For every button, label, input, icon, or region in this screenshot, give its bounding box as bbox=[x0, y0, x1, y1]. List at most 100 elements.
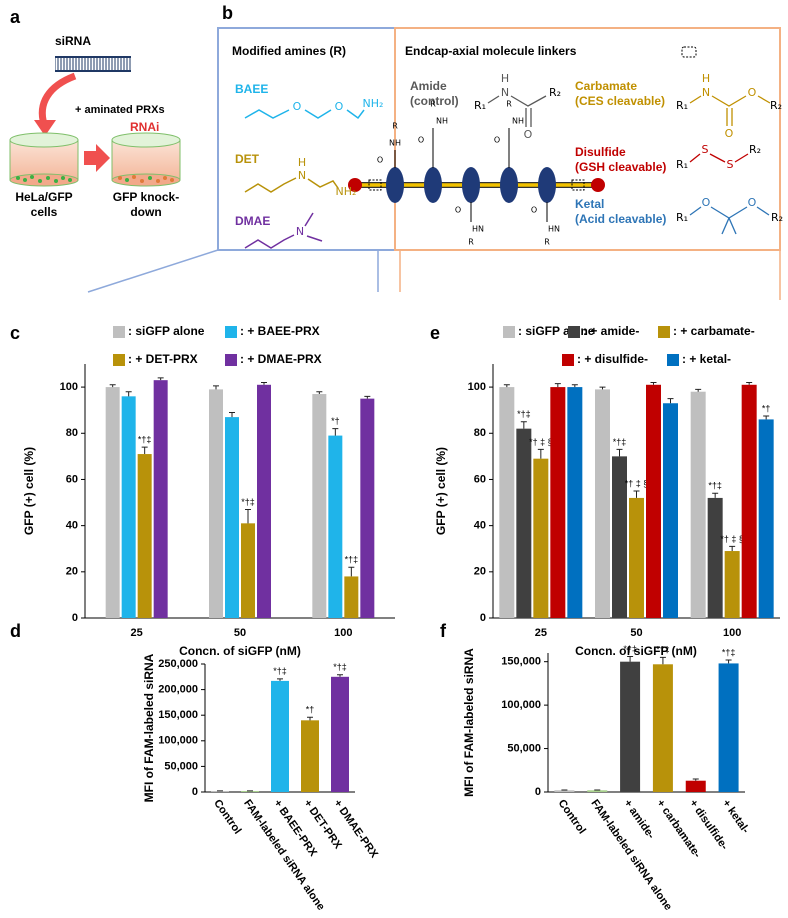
y-tick-label: 100 bbox=[468, 381, 486, 393]
legend-label: : + BAEE-PRX bbox=[240, 324, 320, 338]
x-tick-label: 100 bbox=[334, 627, 352, 639]
error-bar bbox=[125, 391, 132, 397]
bond bbox=[304, 212, 314, 227]
panel-a: a siRNA + aminated PRXs RNAi HeLa/GFP ce… bbox=[9, 7, 181, 219]
linker-box bbox=[394, 27, 781, 251]
bond bbox=[728, 217, 737, 235]
atom: O bbox=[377, 156, 383, 165]
legend-label: : siGFP alone bbox=[128, 324, 205, 338]
error-bar bbox=[763, 415, 770, 420]
x-tick-label: 25 bbox=[131, 627, 143, 639]
atom: R₁ bbox=[676, 158, 688, 171]
significance: *† bbox=[762, 403, 771, 413]
atom: O bbox=[702, 196, 711, 209]
bar bbox=[499, 387, 515, 618]
atom: NH bbox=[512, 117, 524, 126]
y-axis-label: MFI of FAM-labeled siRNA bbox=[462, 648, 476, 797]
linker-note: (Acid cleavable) bbox=[575, 212, 666, 226]
amine-name: BAEE bbox=[235, 82, 268, 96]
x-axis-label: Concn. of siGFP (nM) bbox=[179, 644, 301, 658]
significance: *†‡ bbox=[517, 409, 531, 419]
bar bbox=[360, 398, 375, 618]
significance: *†‡ bbox=[273, 666, 287, 676]
atom: N bbox=[501, 86, 509, 99]
significance: *†‡ bbox=[613, 437, 627, 447]
linker-name: Ketal bbox=[575, 197, 604, 211]
panel-label: e bbox=[430, 323, 440, 343]
bar bbox=[724, 551, 740, 618]
bond bbox=[709, 153, 726, 163]
error-bar bbox=[627, 655, 634, 662]
panel-label: c bbox=[10, 323, 20, 343]
error-bar bbox=[725, 659, 732, 664]
error-bar bbox=[667, 398, 674, 404]
bond bbox=[306, 235, 323, 242]
atom: O bbox=[524, 128, 533, 141]
bar bbox=[690, 391, 706, 618]
linker-note: (GSH cleavable) bbox=[575, 160, 666, 174]
atom: R bbox=[544, 238, 550, 247]
bond bbox=[510, 95, 547, 107]
amines-title: Modified amines (R) bbox=[232, 44, 346, 58]
dish bbox=[9, 132, 79, 148]
legend-swatch bbox=[113, 354, 125, 366]
dish bbox=[111, 173, 181, 187]
significance: *†‡ bbox=[623, 644, 637, 654]
y-tick-label: 150,000 bbox=[158, 709, 198, 721]
atom: H bbox=[702, 72, 710, 85]
y-axis-label: GFP (+) cell (%) bbox=[434, 447, 448, 535]
bar bbox=[211, 790, 229, 792]
y-tick-label: 20 bbox=[66, 566, 78, 578]
atom: O bbox=[748, 86, 757, 99]
y-axis-label: GFP (+) cell (%) bbox=[22, 447, 36, 535]
bar bbox=[516, 428, 532, 618]
error-bar bbox=[364, 395, 371, 399]
error-bar bbox=[261, 381, 267, 385]
significance: *†‡ bbox=[333, 662, 347, 672]
cell-label: HeLa/GFP bbox=[15, 190, 72, 204]
atom: R₂ bbox=[771, 211, 783, 224]
atom: O bbox=[293, 100, 302, 113]
bar bbox=[241, 523, 255, 618]
panel-label: a bbox=[10, 7, 21, 27]
y-tick-label: 80 bbox=[474, 427, 486, 439]
error-bar bbox=[157, 377, 164, 381]
y-axis-label: MFI of FAM-labeled siRNA bbox=[142, 653, 156, 802]
significance: *†‡ bbox=[656, 645, 670, 655]
bond bbox=[346, 109, 365, 120]
x-tick-label: 50 bbox=[630, 627, 642, 639]
y-tick-label: 40 bbox=[66, 520, 78, 532]
endcap-icon bbox=[681, 46, 697, 58]
legend-swatch bbox=[568, 326, 580, 338]
legend-swatch bbox=[562, 354, 574, 366]
linker-note: (control) bbox=[410, 94, 459, 108]
atom: NH bbox=[436, 117, 448, 126]
panel-label: d bbox=[10, 621, 21, 641]
legend-label: : + DET-PRX bbox=[128, 352, 198, 366]
atom: N bbox=[298, 169, 306, 182]
bar bbox=[629, 497, 644, 618]
legend-swatch bbox=[503, 326, 515, 338]
legend-swatch bbox=[658, 326, 670, 338]
bond bbox=[721, 217, 730, 235]
error-bar bbox=[213, 385, 219, 390]
y-tick-label: 40 bbox=[474, 520, 486, 532]
x-axis-label: Concn. of siGFP (nM) bbox=[575, 644, 697, 658]
bar bbox=[646, 384, 661, 618]
cells bbox=[118, 175, 174, 183]
bond bbox=[244, 234, 295, 249]
bar bbox=[652, 664, 673, 792]
atom: NH₂ bbox=[363, 97, 384, 110]
panel-b: b Modified amines (R) Endcap-axial molec… bbox=[87, 3, 781, 300]
atom: R bbox=[392, 122, 398, 131]
y-tick-label: 150,000 bbox=[501, 656, 541, 668]
bar bbox=[241, 790, 259, 792]
y-tick-label: 0 bbox=[480, 612, 486, 624]
error-bar bbox=[692, 778, 699, 781]
x-tick-label: + ketal- bbox=[720, 798, 752, 836]
bond bbox=[244, 177, 297, 193]
rotaxane bbox=[348, 128, 605, 222]
atom: R₂ bbox=[549, 86, 561, 99]
legend-label: : + DMAE-PRX bbox=[240, 352, 322, 366]
x-tick-label: 100 bbox=[723, 627, 741, 639]
